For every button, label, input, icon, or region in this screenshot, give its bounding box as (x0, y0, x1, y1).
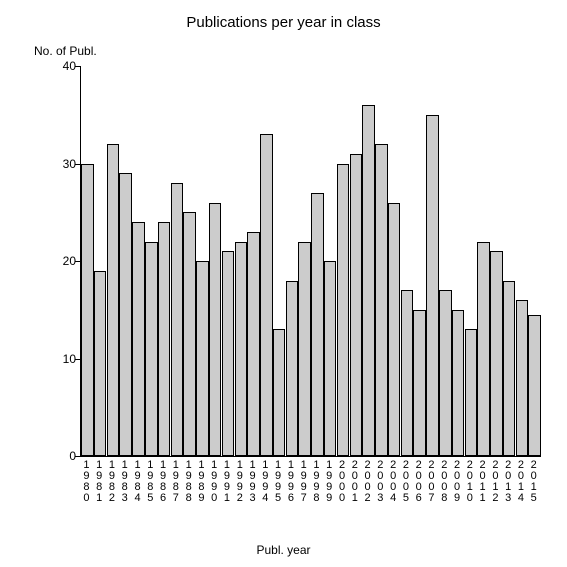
bar (311, 193, 324, 456)
x-tick-label: 1998 (310, 460, 323, 504)
bar (516, 300, 529, 456)
bar (183, 212, 196, 456)
chart-container: Publications per year in class No. of Pu… (0, 0, 567, 567)
x-tick-label: 2007 (425, 460, 438, 504)
x-tick-label: 1992 (233, 460, 246, 504)
x-tick-label: 2008 (438, 460, 451, 504)
x-tick-label: 1999 (323, 460, 336, 504)
bar (119, 173, 132, 456)
bar (298, 242, 311, 457)
bar (413, 310, 426, 456)
bar (158, 222, 171, 456)
x-tick-label: 1985 (144, 460, 157, 504)
bar (337, 164, 350, 457)
x-tick-label: 2010 (463, 460, 476, 504)
bar (171, 183, 184, 456)
x-tick-label: 1997 (297, 460, 310, 504)
bar (401, 290, 414, 456)
bar (222, 251, 235, 456)
bar (362, 105, 375, 456)
bar (375, 144, 388, 456)
bar (286, 281, 299, 457)
y-tick-label: 20 (50, 254, 76, 268)
bar (426, 115, 439, 456)
bar (260, 134, 273, 456)
bar (388, 203, 401, 457)
bar (196, 261, 209, 456)
y-axis-label: No. of Publ. (34, 44, 97, 58)
x-tick-label: 2004 (387, 460, 400, 504)
x-tick-label: 2009 (451, 460, 464, 504)
bar (107, 144, 120, 456)
chart-title: Publications per year in class (0, 14, 567, 31)
x-tick-label: 1982 (106, 460, 119, 504)
y-tick-label: 10 (50, 352, 76, 366)
x-tick-label: 1989 (195, 460, 208, 504)
x-tick-label: 1990 (208, 460, 221, 504)
plot-area (80, 66, 541, 457)
bar (324, 261, 337, 456)
bar (503, 281, 516, 457)
bar (490, 251, 503, 456)
x-tick-label: 2015 (527, 460, 540, 504)
bar (439, 290, 452, 456)
x-tick-label: 2002 (361, 460, 374, 504)
x-tick-label: 1983 (118, 460, 131, 504)
x-tick-label: 2006 (412, 460, 425, 504)
x-tick-label: 1984 (131, 460, 144, 504)
x-tick-label: 1996 (285, 460, 298, 504)
x-tick-label: 1991 (221, 460, 234, 504)
x-tick-label: 1988 (182, 460, 195, 504)
y-tick-label: 40 (50, 59, 76, 73)
x-tick-label: 1995 (272, 460, 285, 504)
x-tick-label: 2012 (489, 460, 502, 504)
x-tick-label: 1986 (157, 460, 170, 504)
bar (235, 242, 248, 457)
x-axis-label: Publ. year (0, 543, 567, 557)
y-tick-label: 0 (50, 449, 76, 463)
bar (528, 315, 541, 456)
y-tick-label: 30 (50, 157, 76, 171)
bar (94, 271, 107, 456)
x-tick-label: 1987 (169, 460, 182, 504)
x-tick-label: 2000 (336, 460, 349, 504)
bar (350, 154, 363, 456)
x-tick-labels: 1980198119821983198419851986198719881989… (80, 460, 540, 504)
x-tick-label: 2005 (400, 460, 413, 504)
bar (452, 310, 465, 456)
bar (145, 242, 158, 457)
x-tick-label: 2013 (502, 460, 515, 504)
x-tick-label: 1993 (246, 460, 259, 504)
bar (465, 329, 478, 456)
x-tick-label: 1994 (259, 460, 272, 504)
bar (209, 203, 222, 457)
bar (273, 329, 286, 456)
x-tick-label: 2003 (374, 460, 387, 504)
bar (81, 164, 94, 457)
bar (247, 232, 260, 456)
x-tick-label: 1981 (93, 460, 106, 504)
bar (477, 242, 490, 457)
x-tick-label: 2014 (515, 460, 528, 504)
x-tick-label: 2001 (348, 460, 361, 504)
x-tick-label: 1980 (80, 460, 93, 504)
bar (132, 222, 145, 456)
bars-group (81, 66, 541, 456)
x-tick-label: 2011 (476, 460, 489, 504)
